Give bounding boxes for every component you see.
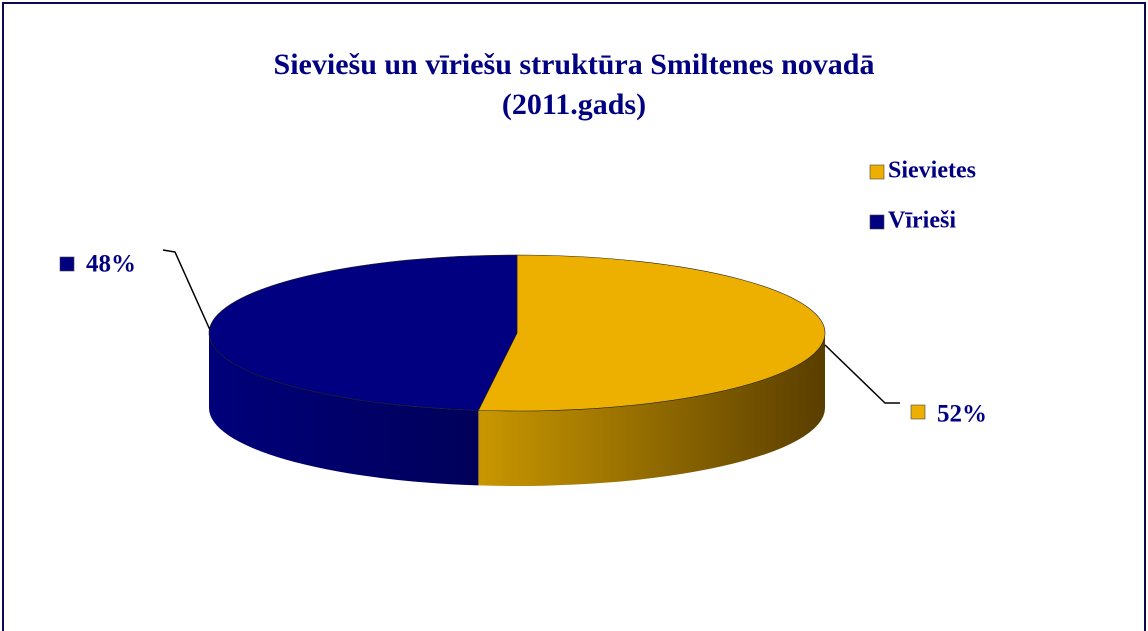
legend-label: Vīrieši [888,208,956,234]
pie-slice [477,254,826,412]
data-label: 52% [937,401,987,428]
data-label-key [910,404,926,420]
legend-label: Sievietes [888,158,976,184]
data-label: 48% [86,251,136,278]
chart-title: (2011.gads) [502,88,646,121]
leader-line [162,249,211,331]
data-label-key [59,256,75,272]
pie-slice-side [209,333,479,486]
pie-slice-side [478,333,825,487]
leader-line [824,344,900,404]
legend-swatch [869,214,885,230]
chart-title: Sieviešu un vīriešu struktūra Smiltenes … [274,48,875,81]
legend-swatch [869,164,885,180]
